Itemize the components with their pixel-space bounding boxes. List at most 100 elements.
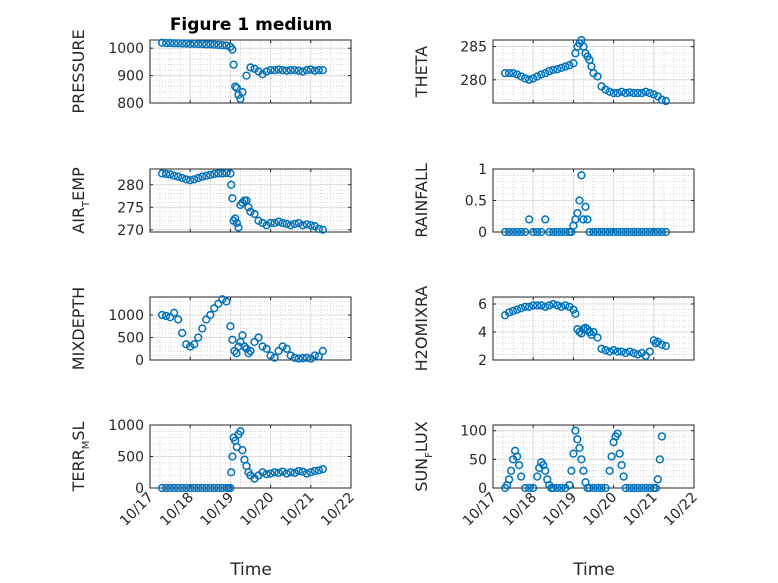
data-point (206, 170, 215, 180)
y-axis-label: RAINFALL (412, 163, 431, 238)
data-point (512, 452, 522, 461)
data-point (165, 170, 175, 179)
data-point (182, 340, 191, 349)
data-point (165, 313, 175, 322)
data-point (516, 227, 526, 237)
data-point (226, 322, 235, 331)
y-tick-label: 0.5 (465, 194, 487, 210)
data-point (286, 468, 295, 477)
data-point (266, 218, 275, 228)
data-point (282, 344, 291, 353)
data-point (545, 301, 554, 310)
axes-box (149, 39, 352, 104)
data-point (222, 41, 231, 50)
y-tick-label: 2 (478, 353, 487, 369)
data-point (613, 88, 622, 98)
data-point (228, 452, 237, 461)
data-point (278, 342, 287, 351)
data-point (565, 61, 574, 70)
data-point (500, 227, 510, 237)
data-point (573, 208, 582, 218)
data-point (169, 39, 179, 48)
data-point (597, 483, 606, 493)
data-point (282, 469, 291, 478)
data-point (298, 467, 307, 476)
data-point (605, 227, 614, 237)
y-axis-label-main: AIR (69, 207, 88, 234)
data-point (504, 308, 514, 317)
data-point (533, 227, 542, 237)
data-point (571, 309, 580, 318)
data-point (525, 483, 534, 493)
data-point (178, 39, 187, 48)
data-point (605, 466, 614, 475)
data-point (506, 466, 516, 475)
y-axis-label: THETA (412, 46, 431, 98)
data-point (525, 75, 534, 84)
y-tick-label: 270 (117, 223, 144, 239)
data-point (633, 350, 642, 359)
plot-area (493, 40, 694, 103)
data-point (302, 65, 311, 75)
data-point (190, 39, 199, 48)
data-point (504, 475, 514, 484)
data-point (617, 87, 626, 96)
data-point (229, 60, 238, 69)
data-point (609, 88, 618, 98)
data-point (234, 342, 243, 351)
data-point (222, 168, 231, 178)
y-tick-label: 500 (117, 331, 144, 347)
x-axis-label-left: Time (229, 560, 272, 580)
data-point (629, 88, 638, 98)
data-point (210, 483, 219, 493)
y-tick-label: 280 (117, 178, 144, 194)
y-axis-label-tail: EMP (69, 167, 88, 201)
data-point (637, 227, 646, 237)
data-point (521, 227, 530, 237)
data-point (274, 468, 283, 478)
data-point (625, 227, 634, 237)
data-point (198, 483, 207, 493)
data-point (302, 353, 311, 362)
y-tick-label: 0 (135, 353, 144, 369)
y-axis-label-tail: SL (69, 422, 88, 441)
data-point (613, 429, 622, 438)
data-point (508, 69, 518, 78)
y-tick-label: 100 (460, 424, 487, 440)
data-point (629, 348, 638, 358)
data-point (609, 227, 618, 237)
y-tick-label: 0 (135, 481, 144, 497)
data-point (593, 333, 602, 342)
data-point (202, 483, 211, 493)
data-point (242, 71, 251, 80)
data-point (290, 468, 299, 478)
data-point (601, 346, 610, 355)
data-point (218, 41, 227, 50)
data-point (607, 452, 616, 461)
data-point (621, 483, 630, 493)
data-point (173, 483, 183, 493)
data-point (613, 227, 622, 237)
data-point (549, 227, 558, 237)
data-point (645, 347, 654, 356)
data-point (182, 39, 191, 48)
data-point (597, 227, 606, 237)
data-point (314, 352, 323, 361)
data-point (504, 227, 514, 237)
data-point (222, 297, 231, 306)
data-point (302, 220, 311, 229)
data-point (178, 173, 187, 183)
data-point (613, 347, 622, 356)
data-point (240, 342, 249, 351)
data-point (157, 310, 167, 320)
y-tick-label: 0 (478, 481, 487, 497)
y-tick-label: 285 (460, 40, 487, 56)
data-point (657, 227, 666, 237)
data-point (516, 304, 526, 313)
data-point (561, 301, 570, 310)
panel-mixdepth: 0 500 1000 MIXDEPTH (69, 287, 352, 370)
data-point (529, 301, 538, 310)
data-point (633, 227, 642, 237)
data-point (278, 218, 287, 228)
data-point (186, 483, 195, 493)
